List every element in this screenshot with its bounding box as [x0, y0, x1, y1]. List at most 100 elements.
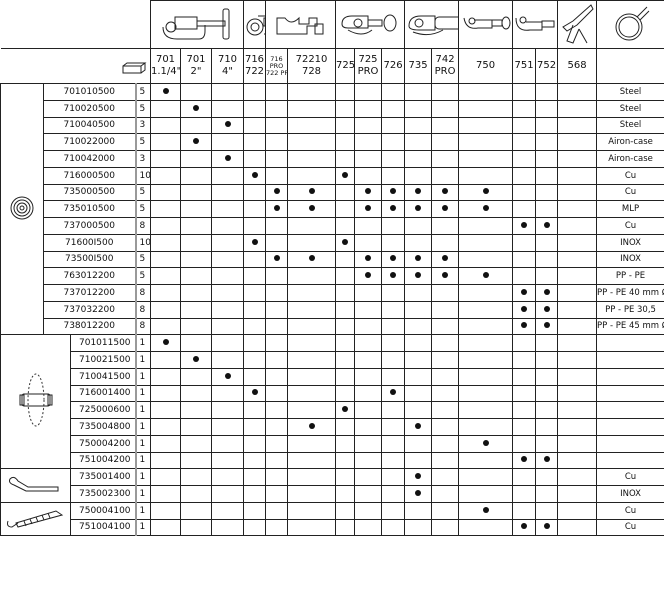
compatibility-cell	[404, 485, 433, 503]
compatible-dot	[308, 205, 315, 212]
compatibility-cell	[243, 367, 266, 386]
compatible-dot	[342, 171, 348, 178]
compatibility-cell	[211, 501, 244, 520]
article-code: 716000500	[43, 166, 136, 185]
compatible-dot	[442, 255, 449, 262]
compatibility-cell	[431, 334, 460, 352]
compatibility-cell	[535, 133, 559, 151]
article-code: 710022000	[43, 133, 136, 151]
compatibility-cell	[287, 250, 336, 269]
cutter-750-icon	[460, 10, 512, 40]
compatibility-cell	[180, 485, 212, 503]
table-row: 710020500 5 Steel	[1, 99, 664, 118]
material-cell	[596, 434, 664, 453]
compatibility-cell	[354, 317, 382, 336]
compatibility-cell	[265, 200, 288, 218]
compatibility-cell	[211, 518, 244, 537]
compatibility-cell	[180, 200, 212, 218]
compatibility-cell	[380, 284, 406, 302]
tool-group-header	[458, 0, 514, 49]
compatibility-cell	[458, 217, 514, 235]
model-header: 750	[458, 48, 514, 84]
pack-quantity: 1	[134, 451, 151, 470]
compatible-dot	[308, 255, 315, 262]
compatible-dot	[273, 255, 280, 262]
compatibility-cell	[512, 434, 537, 453]
compatibility-cell	[512, 166, 537, 185]
compatibility-cell	[354, 451, 382, 470]
pack-quantity: 8	[134, 317, 151, 336]
compatibility-cell	[335, 367, 355, 386]
compatibility-cell	[335, 418, 355, 436]
compatibility-cell	[150, 116, 181, 135]
model-header: 752	[535, 48, 559, 84]
cutting-wheel-icon	[9, 195, 35, 221]
section-image	[0, 468, 71, 503]
compatibility-cell	[458, 401, 514, 419]
tool-group-header	[334, 0, 406, 49]
compatibility-cell	[243, 116, 266, 135]
compatibility-cell	[512, 384, 537, 403]
compatible-dot	[251, 238, 258, 245]
compatibility-cell	[512, 418, 537, 436]
table-row: 710040500 3 Steel	[1, 116, 664, 135]
compatibility-cell	[557, 83, 598, 101]
material-cell: INOX	[596, 485, 664, 503]
compatibility-cell	[512, 334, 537, 352]
compatible-dot	[193, 104, 199, 111]
material-cell: PP - PE	[596, 267, 664, 285]
pack-quantity: 5	[134, 183, 151, 202]
compatibility-cell	[404, 334, 433, 352]
section-image	[0, 82, 44, 336]
compatibility-cell	[287, 418, 336, 436]
compatibility-cell	[150, 468, 181, 486]
compatibility-cell	[557, 518, 598, 537]
compatibility-cell	[380, 183, 406, 202]
table-row: 735000500 5 Cu	[1, 183, 664, 202]
compatibility-cell	[512, 367, 537, 386]
table-row: 735001400 1 Cu	[0, 468, 664, 503]
compatibility-cell	[458, 434, 514, 453]
article-code: 737000500	[43, 217, 136, 235]
pack-quantity: 1	[134, 418, 151, 436]
compatibility-cell	[380, 300, 406, 319]
table-row: 710022000 5 Airon-case	[1, 133, 664, 151]
compatibility-cell	[335, 183, 355, 202]
compatibility-cell	[458, 250, 514, 269]
compatibility-cell	[458, 451, 514, 470]
compatibility-cell	[458, 99, 514, 118]
compatibility-cell	[265, 217, 288, 235]
compatibility-cell	[431, 150, 460, 168]
compatible-dot	[415, 205, 422, 212]
pack-quantity: 10	[134, 166, 151, 185]
compatibility-cell	[335, 250, 355, 269]
compatibility-cell	[535, 83, 559, 101]
compatibility-cell	[354, 367, 382, 386]
table-row: 735002300 1 INOX	[1, 485, 664, 503]
compatibility-cell	[335, 300, 355, 319]
compatibility-cell	[211, 99, 244, 118]
compatibility-cell	[243, 183, 266, 202]
compatible-dot	[251, 389, 258, 396]
compatibility-cell	[265, 166, 288, 185]
model-header: 725	[335, 48, 355, 84]
compatibility-cell	[211, 401, 244, 419]
compatibility-cell	[380, 267, 406, 285]
compatibility-cell	[458, 284, 514, 302]
compatibility-cell	[431, 217, 460, 235]
model-label-line1: 742	[435, 54, 455, 65]
compatibility-cell	[211, 434, 244, 453]
tool-group-header	[265, 0, 336, 49]
compatibility-cell	[557, 250, 598, 269]
model-header: 742 PRO	[431, 48, 460, 84]
compatibility-cell	[335, 217, 355, 235]
compatibility-cell	[354, 401, 382, 419]
compatibility-cell	[265, 518, 288, 537]
model-label-line2: 722	[244, 66, 265, 77]
compatibility-cell	[335, 401, 355, 419]
compatibility-cell	[354, 434, 382, 453]
compatibility-cell	[557, 501, 598, 520]
compatible-dot	[521, 523, 528, 530]
compatibility-cell	[431, 384, 460, 403]
